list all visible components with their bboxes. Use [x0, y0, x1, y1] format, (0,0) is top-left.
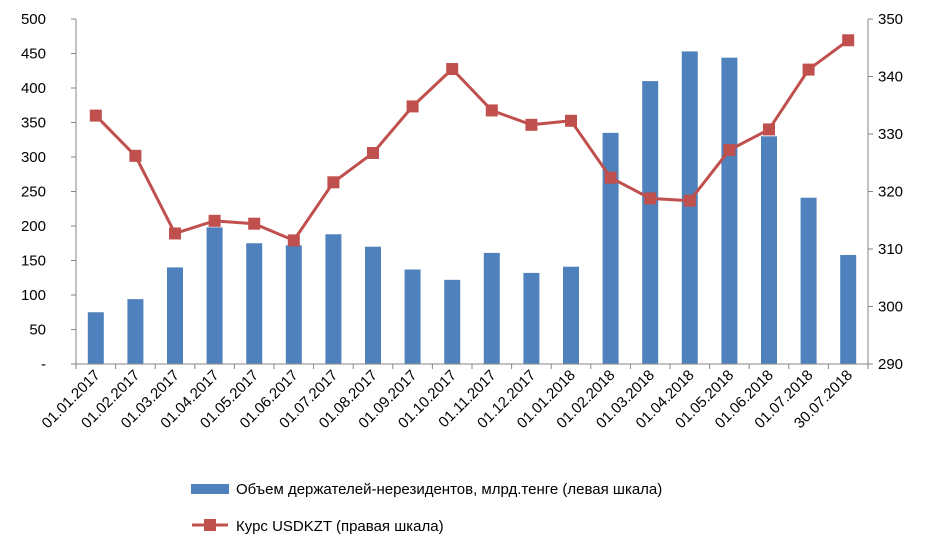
bar [483, 252, 500, 364]
line-series [89, 34, 855, 247]
bar [800, 197, 817, 364]
line-marker [287, 234, 300, 247]
line-marker [842, 34, 855, 47]
bar [444, 279, 461, 364]
bar [325, 234, 342, 364]
left-tick-label: 500 [21, 11, 46, 28]
legend-swatch-marker [204, 519, 216, 531]
legend-label-bar: Объем держателей-нерезидентов, млрд.тенг… [236, 481, 662, 498]
line-marker [485, 104, 498, 117]
rate-line [94, 39, 850, 242]
bar [523, 272, 540, 364]
legend-swatch-bar [191, 484, 229, 494]
bar [761, 136, 777, 364]
bar [167, 267, 183, 364]
bar [563, 266, 579, 364]
left-tick-label: 150 [21, 253, 46, 270]
bar [365, 246, 381, 364]
line-marker [367, 146, 379, 159]
right-tick-label: 300 [878, 299, 903, 316]
left-tick-label: 300 [21, 149, 46, 166]
line-marker [525, 118, 538, 131]
left-tick-label: 250 [21, 184, 46, 201]
bar [721, 57, 738, 364]
bar [642, 81, 659, 364]
line-marker [683, 194, 696, 207]
bar [246, 243, 263, 364]
right-tick-label: 340 [878, 69, 903, 86]
bar [87, 312, 104, 364]
line-marker [446, 63, 459, 76]
right-axis-ticks: 290 300 310 320 330 340 350 [868, 11, 903, 373]
left-tick-label: 400 [21, 80, 46, 97]
line-marker [169, 227, 181, 240]
bar [602, 132, 619, 364]
legend: Объем держателей-нерезидентов, млрд.тенг… [191, 481, 662, 535]
right-tick-label: 310 [878, 241, 903, 258]
bar [127, 299, 144, 364]
line-marker [327, 176, 340, 189]
line-marker [723, 144, 736, 157]
left-tick-label: 100 [21, 287, 46, 304]
line-marker [763, 123, 775, 136]
left-tick-label: 350 [21, 115, 46, 132]
line-marker [802, 63, 815, 76]
legend-label-line: Курс USDKZT (правая шкала) [236, 518, 444, 535]
bar [206, 227, 223, 364]
line-marker [129, 149, 142, 162]
line-marker [565, 114, 577, 127]
line-marker [248, 217, 261, 230]
bar [840, 254, 857, 364]
right-tick-label: 350 [878, 11, 903, 28]
bar [285, 245, 302, 364]
line-marker [406, 100, 419, 113]
line-marker [604, 171, 617, 184]
left-axis-ticks: - 50 100 150 200 250 300 350 400 450 500 [21, 11, 76, 373]
bar [404, 269, 421, 364]
line-marker [208, 214, 221, 227]
left-tick-label: 450 [21, 46, 46, 63]
x-axis-ticks: 01.01.201701.02.201701.03.201701.04.2017… [39, 364, 869, 432]
right-tick-label: 290 [878, 356, 903, 373]
right-tick-label: 330 [878, 126, 903, 143]
left-tick-label: 200 [21, 218, 46, 235]
right-tick-label: 320 [878, 184, 903, 201]
bar [681, 51, 698, 365]
line-marker [89, 109, 102, 122]
line-marker [644, 192, 657, 205]
bar-series [87, 51, 857, 365]
left-tick-label: 50 [29, 322, 46, 339]
left-tick-label: - [41, 356, 46, 373]
